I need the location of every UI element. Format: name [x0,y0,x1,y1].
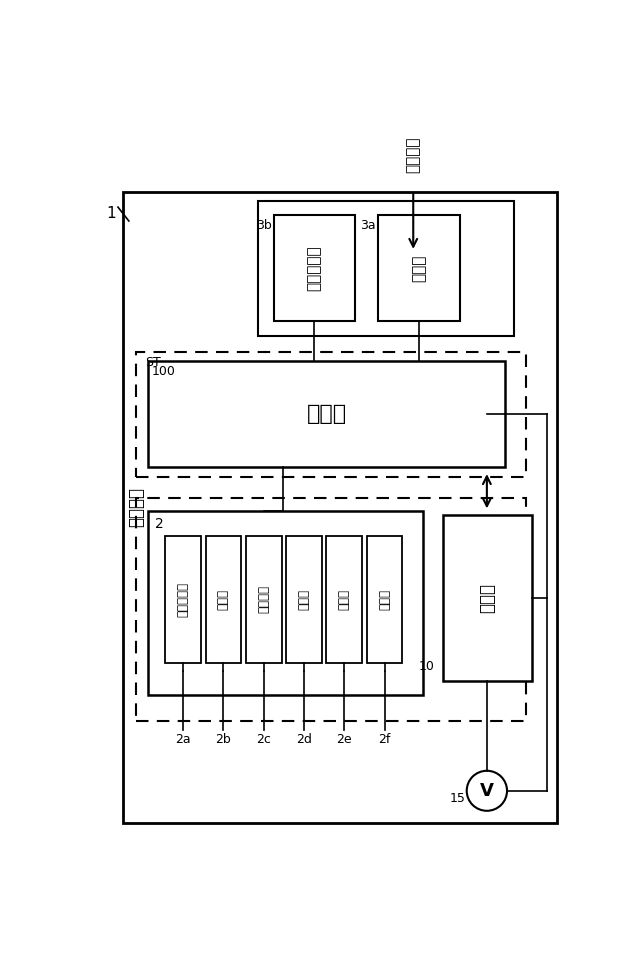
Text: 3b: 3b [256,219,271,232]
Bar [123,192,557,823]
Text: プリンタ: プリンタ [127,488,145,528]
Text: 100: 100 [152,365,176,379]
Text: 2f: 2f [378,732,391,746]
Text: 2a: 2a [175,732,191,746]
Bar [286,536,322,663]
Text: 15: 15 [449,792,465,805]
Text: 電源部: 電源部 [478,582,496,613]
Bar [274,215,355,321]
Text: 3a: 3a [360,219,376,232]
Text: 定着器: 定着器 [378,589,391,610]
Text: 印刷指示: 印刷指示 [406,137,420,173]
Text: 帯電器: 帯電器 [217,589,230,610]
Bar [443,515,532,681]
Text: 通信部: 通信部 [411,254,426,282]
Bar [165,536,201,663]
Text: 10: 10 [419,661,435,673]
Text: 1: 1 [106,206,116,221]
Bar [378,215,460,321]
Bar [148,361,505,467]
Bar [148,511,423,694]
Text: ST: ST [145,357,161,369]
Bar [205,536,241,663]
Text: 現像器: 現像器 [298,589,310,610]
Text: 2: 2 [155,517,163,532]
Bar [367,536,403,663]
Text: 画像メモリ: 画像メモリ [307,245,321,291]
Text: 転写器: 転写器 [338,589,351,610]
Bar [259,201,514,336]
Bar [246,536,282,663]
Text: 2d: 2d [296,732,312,746]
Bar [326,536,362,663]
Text: 2e: 2e [337,732,352,746]
Text: 露光装置: 露光装置 [257,585,270,613]
Text: V: V [480,782,494,800]
Text: 2c: 2c [256,732,271,746]
Text: 2b: 2b [216,732,231,746]
Bar [136,352,525,477]
Bar [136,498,525,722]
Text: 制御部: 制御部 [307,404,346,424]
Text: 感光ドラム: 感光ドラム [177,581,189,617]
